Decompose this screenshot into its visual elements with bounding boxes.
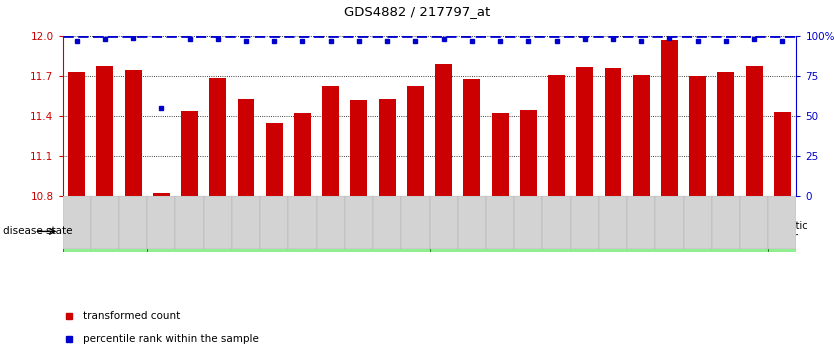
Bar — [238, 99, 254, 196]
Bar — [717, 72, 735, 196]
Bar — [689, 76, 706, 196]
Bar — [576, 67, 593, 196]
Bar — [203, 196, 232, 249]
Bar — [322, 86, 339, 196]
Bar — [711, 196, 740, 249]
Text: pancreatic
cancer: pancreatic cancer — [756, 221, 808, 242]
Bar — [570, 196, 599, 249]
Bar — [148, 211, 430, 252]
Bar — [768, 196, 796, 249]
Bar — [633, 75, 650, 196]
Bar — [464, 79, 480, 196]
Bar — [153, 193, 170, 196]
Bar — [317, 196, 344, 249]
Text: hepatocellular carcinoma: hepatocellular carcinoma — [226, 227, 350, 236]
Bar — [260, 196, 289, 249]
Bar — [379, 99, 395, 196]
Bar — [119, 196, 148, 249]
Bar — [63, 196, 91, 249]
Bar — [148, 196, 175, 249]
Bar — [289, 196, 317, 249]
Bar — [430, 196, 458, 249]
Bar — [656, 196, 684, 249]
Bar — [63, 211, 148, 252]
Bar — [768, 211, 796, 252]
Bar — [124, 70, 142, 196]
Bar — [458, 196, 486, 249]
Text: percentile rank within the sample: percentile rank within the sample — [83, 334, 259, 344]
Bar — [350, 100, 368, 196]
Bar — [435, 64, 452, 196]
Bar — [684, 196, 711, 249]
Bar — [181, 111, 198, 196]
Bar — [68, 72, 85, 196]
Bar — [599, 196, 627, 249]
Bar — [548, 75, 565, 196]
Bar — [430, 211, 768, 252]
Bar — [407, 86, 424, 196]
Bar — [661, 40, 678, 196]
Bar — [520, 110, 537, 196]
Bar — [175, 196, 203, 249]
Bar — [344, 196, 373, 249]
Bar — [486, 196, 515, 249]
Text: GDS4882 / 217797_at: GDS4882 / 217797_at — [344, 5, 490, 19]
Bar — [491, 114, 509, 196]
Text: disease state: disease state — [3, 227, 72, 236]
Bar — [542, 196, 570, 249]
Text: transformed count: transformed count — [83, 310, 180, 321]
Bar — [401, 196, 430, 249]
Bar — [373, 196, 401, 249]
Bar — [740, 196, 768, 249]
Bar — [232, 196, 260, 249]
Bar — [515, 196, 542, 249]
Bar — [627, 196, 656, 249]
Bar — [209, 78, 226, 196]
Bar — [91, 196, 119, 249]
Bar — [774, 112, 791, 196]
Bar — [746, 66, 762, 196]
Text: normal: normal — [582, 227, 616, 236]
Bar — [294, 114, 311, 196]
Text: gastric cancer: gastric cancer — [70, 227, 139, 236]
Bar — [266, 123, 283, 196]
Bar — [605, 68, 621, 196]
Bar — [97, 66, 113, 196]
